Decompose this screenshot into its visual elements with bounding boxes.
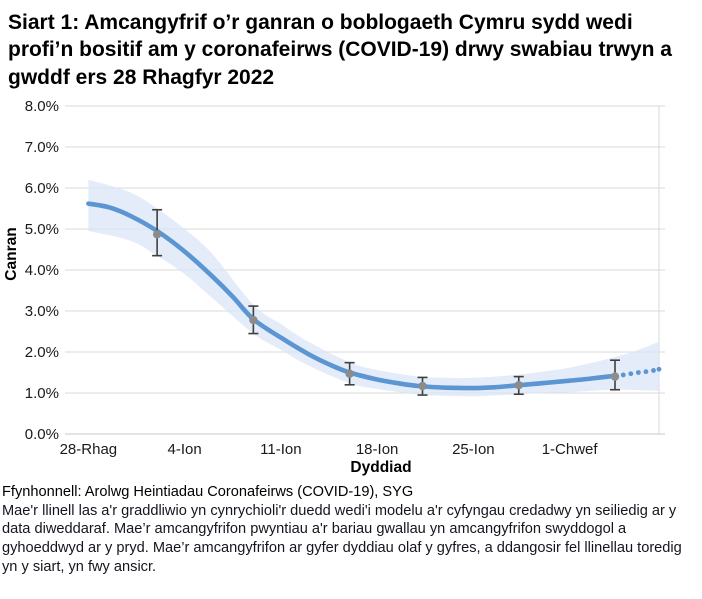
uncertain-trend-dot <box>656 366 662 372</box>
x-tick-label: 25-Ion <box>452 441 495 458</box>
y-axis-title: Canran <box>3 227 20 280</box>
y-tick-label: 0.0% <box>25 426 59 443</box>
note-text: Mae'r llinell las a'r graddliwio yn cynr… <box>2 502 682 575</box>
y-tick-label: 4.0% <box>25 262 59 279</box>
x-tick-label: 28-Rhag <box>60 441 118 458</box>
credible-interval-band <box>88 179 659 397</box>
y-tick-label: 2.0% <box>25 344 59 361</box>
official-estimate-point <box>345 369 354 378</box>
official-estimate-point <box>514 380 523 390</box>
x-tick-label: 11-Ion <box>260 441 301 458</box>
uncertain-trend-dot <box>620 372 626 378</box>
uncertain-trend-dot <box>628 371 634 377</box>
uncertain-trend-dot <box>643 369 649 374</box>
official-estimate-point <box>249 315 258 325</box>
x-tick-label: 1-Chwef <box>542 441 599 458</box>
official-estimate-point <box>418 381 427 391</box>
y-tick-label: 7.0% <box>25 139 59 156</box>
uncertain-trend-dot <box>651 367 656 373</box>
official-estimate-point <box>610 372 620 381</box>
y-tick-label: 8.0% <box>25 98 59 115</box>
chart-area: 0.0% 1.0% 2.0% 3.0% 4.0% 5.0% 6.0% 7.0% 8.0% 28-R… <box>0 91 702 483</box>
covid-positivity-line-chart: 0.0% 1.0% 2.0% 3.0% 4.0% 5.0% 6.0% 7.0% 8.0% 28-R… <box>3 98 665 476</box>
x-tick-label: 18-Ion <box>356 441 399 458</box>
chart-title: Siart 1: Amcangyfrif o’r ganran o boblog… <box>8 11 672 89</box>
uncertain-trend-dot <box>635 369 641 375</box>
y-tick-label: 6.0% <box>25 180 59 197</box>
y-tick-label: 3.0% <box>25 303 59 320</box>
x-axis-title: Dyddiad <box>350 459 411 476</box>
y-tick-label: 1.0% <box>25 385 59 402</box>
chart-footer: Ffynhonnell: Arolwg Heintiadau Coronafei… <box>0 483 702 576</box>
official-estimate-point <box>152 230 162 239</box>
y-tick-label: 5.0% <box>25 221 59 238</box>
source-text: Ffynhonnell: Arolwg Heintiadau Coronafei… <box>2 483 414 500</box>
x-tick-label: 4-Ion <box>168 441 202 458</box>
